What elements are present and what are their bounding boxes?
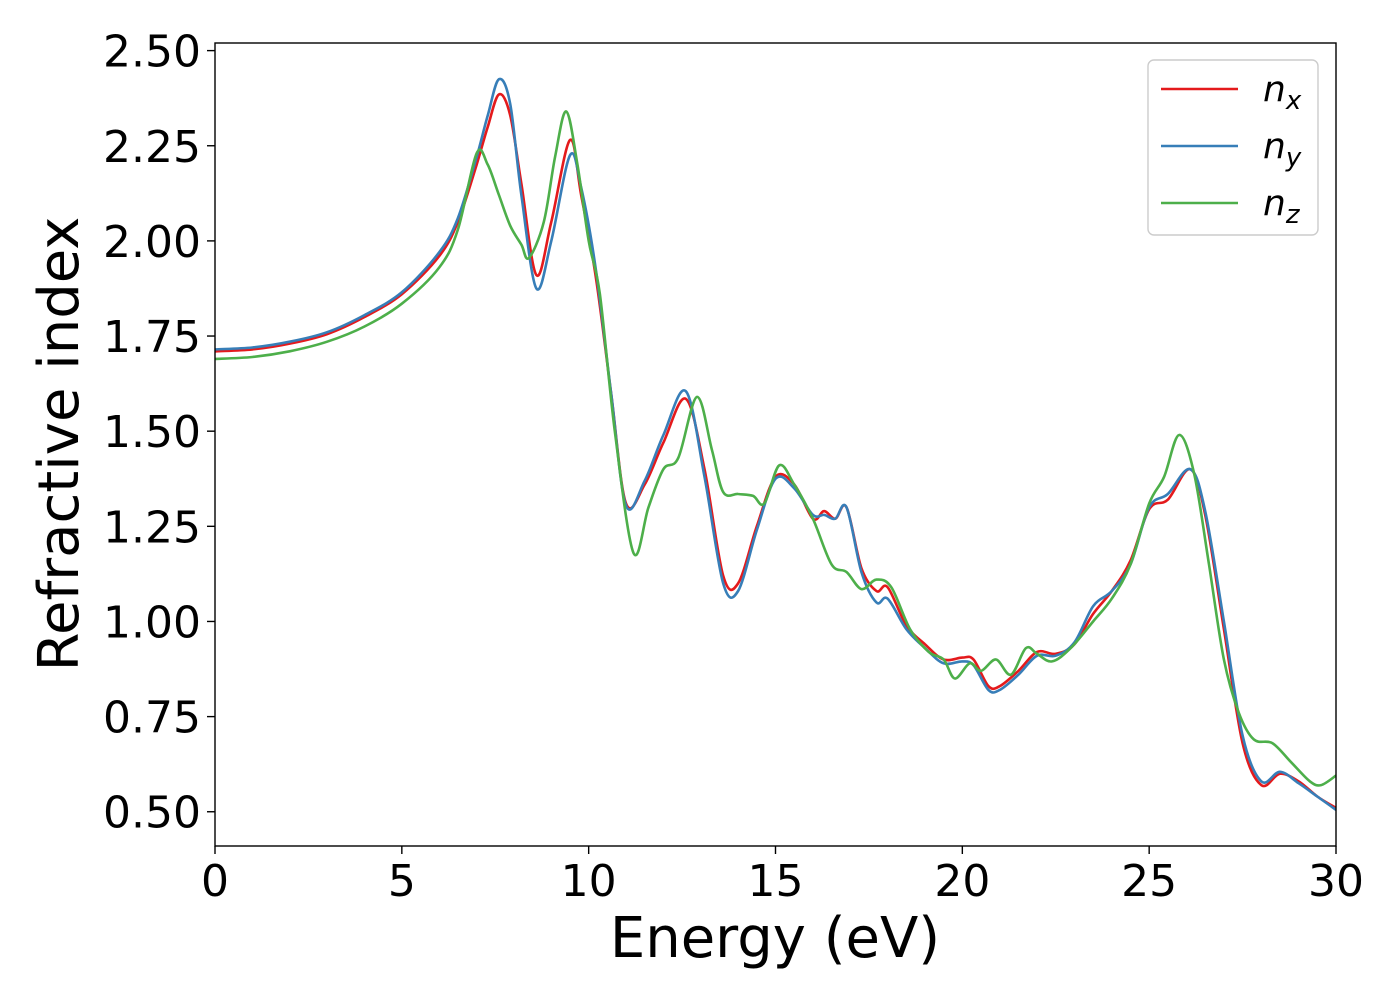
legend-box [1147,59,1319,236]
y-axis-title: Refractive index [27,217,92,672]
legend-label-nz: nz [1263,183,1301,230]
y-tick-label: 2.00 [103,217,201,268]
legend-items: nx ny nz [1161,69,1302,230]
y-tick-label: 2.25 [103,122,201,173]
x-tick-label: 25 [1121,856,1177,907]
y-tick-label: 1.25 [103,502,201,553]
plot-area [215,77,1336,812]
y-tick-label: 1.50 [103,407,201,458]
series-line-nx [215,92,1336,810]
x-axis-title: Energy (eV) [610,906,940,971]
x-tick-label: 10 [561,856,617,907]
x-tick-label: 0 [201,856,229,907]
legend: nx ny nz [1147,59,1319,236]
legend-label-ny: ny [1263,126,1302,173]
legend-label-nx: nx [1263,69,1302,116]
y-tick-label: 0.75 [103,693,201,744]
x-tick-label: 20 [934,856,990,907]
y-tick-label: 2.50 [103,27,201,78]
x-tick-label: 15 [748,856,804,907]
ticks-layer: 0 5 10 15 20 25 30 0.50 0.75 1.00 1.25 1.50 1.75 2.00… [103,27,1364,907]
y-tick-label: 1.75 [103,312,201,363]
x-tick-label: 30 [1308,856,1364,907]
plot-frame [214,42,1337,847]
series-line-nz [215,110,1336,787]
y-tick-label: 1.00 [103,597,201,648]
x-tick-label: 5 [388,856,416,907]
series-line-ny [215,77,1336,812]
y-tick-label: 0.50 [103,788,201,839]
